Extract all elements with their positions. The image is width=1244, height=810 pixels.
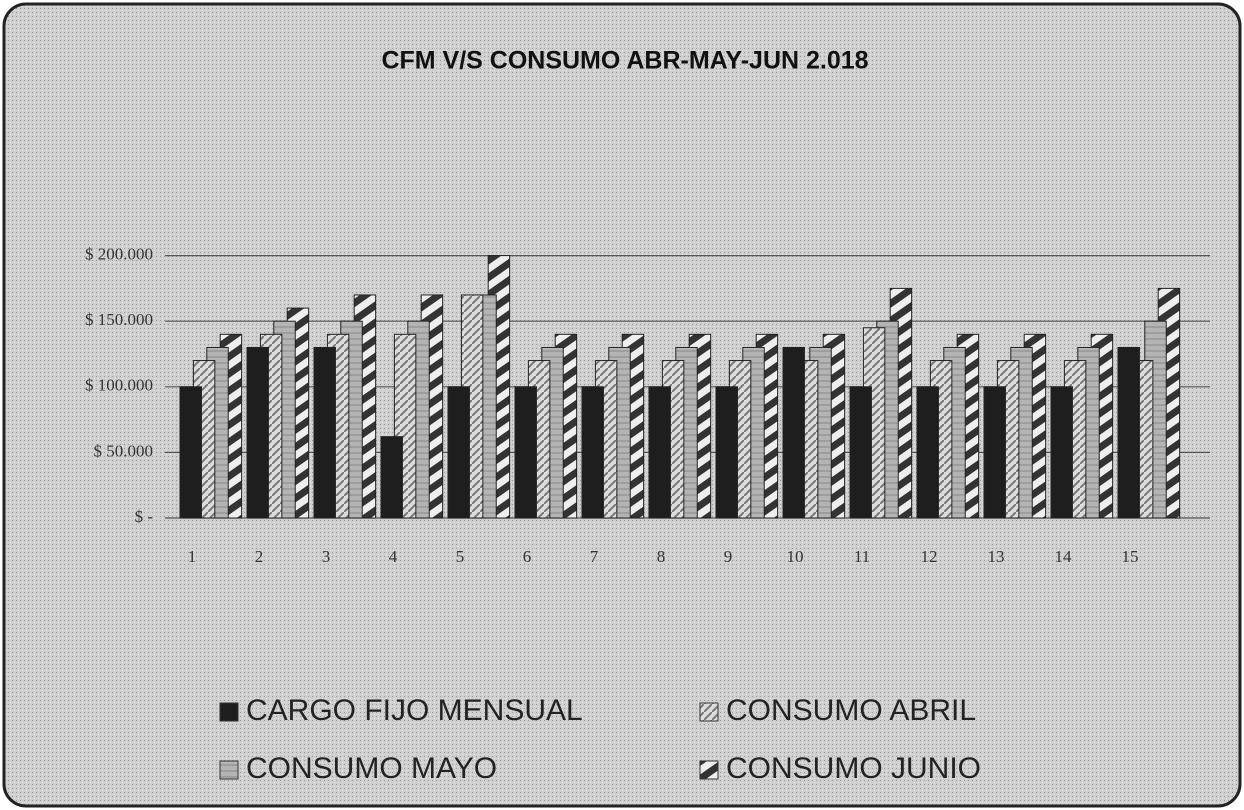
x-tick-label: 15: [1122, 547, 1139, 566]
x-tick-label: 5: [456, 547, 465, 566]
y-tick-label: $ -: [135, 507, 154, 526]
legend-swatch: [219, 760, 239, 780]
x-tick-label: 6: [523, 547, 532, 566]
x-tick-label: 12: [921, 547, 938, 566]
x-tick-label: 3: [322, 547, 331, 566]
y-tick-label: $ 150.000: [85, 310, 153, 329]
bar: [916, 386, 939, 519]
bar: [983, 386, 1006, 519]
bar: [246, 346, 269, 519]
bar: [313, 346, 336, 519]
chart-title: CFM V/S CONSUMO ABR-MAY-JUN 2.018: [381, 47, 868, 75]
x-tick-label: 2: [255, 547, 264, 566]
bar: [380, 436, 403, 519]
legend-label: CONSUMO JUNIO: [726, 752, 981, 785]
legend-swatch: [699, 702, 719, 722]
legend-label: CONSUMO MAYO: [246, 752, 497, 785]
x-tick-label: 4: [389, 547, 398, 566]
y-tick-label: $ 50.000: [94, 441, 154, 460]
bar: [179, 386, 202, 519]
y-tick-label: $ 200.000: [85, 245, 153, 264]
legend-label: CONSUMO ABRIL: [726, 694, 976, 727]
bar: [1050, 386, 1073, 519]
bar: [514, 386, 537, 519]
x-tick-label: 7: [590, 547, 599, 566]
y-tick-label: $ 100.000: [85, 376, 153, 395]
bar: [648, 386, 671, 519]
x-tick-label: 1: [188, 547, 197, 566]
bar: [715, 386, 738, 519]
bar: [1117, 346, 1140, 519]
x-tick-label: 9: [724, 547, 733, 566]
x-tick-label: 11: [854, 547, 870, 566]
x-tick-label: 8: [657, 547, 666, 566]
bar: [447, 386, 470, 519]
x-tick-label: 14: [1055, 547, 1073, 566]
legend-swatch: [699, 760, 719, 780]
x-tick-label: 13: [988, 547, 1005, 566]
legend-label: CARGO FIJO MENSUAL: [246, 694, 583, 727]
x-tick-label: 10: [787, 547, 804, 566]
legend-swatch: [219, 702, 239, 722]
bar: [782, 346, 805, 519]
bar: [849, 386, 872, 519]
bar: [581, 386, 604, 519]
